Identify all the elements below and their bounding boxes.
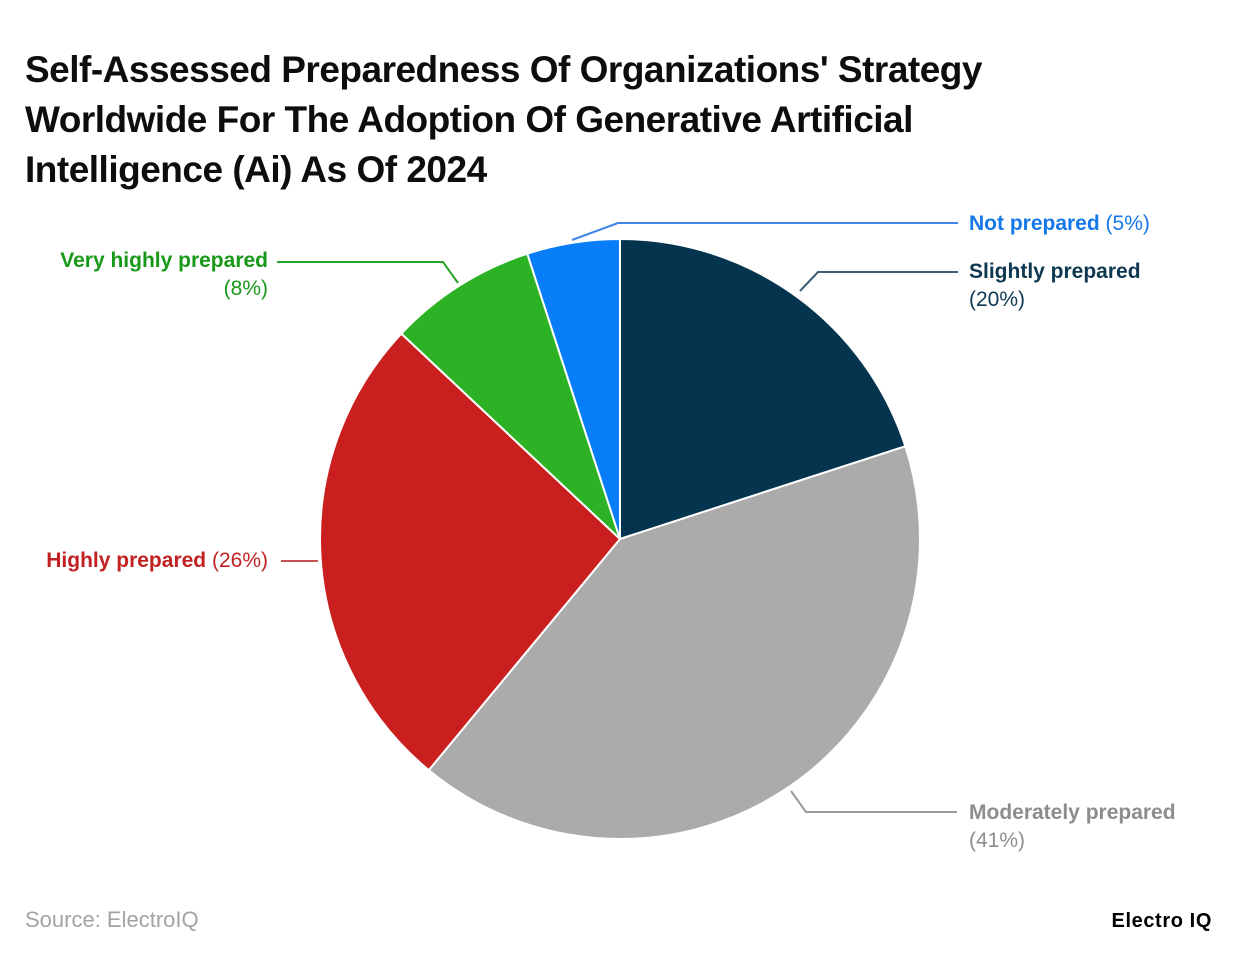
page-title: Self-Assessed Preparedness Of Organizati… [25,45,982,195]
leader-line-very-highly-prepared [277,261,459,284]
label-highly-prepared: Highly prepared (26%) [46,547,268,575]
pie-slices-group [319,238,921,840]
leader-line-not-prepared [571,222,958,241]
label-slightly-prepared: Slightly prepared (20%) [969,258,1141,314]
label-not-prepared-name: Not prepared [969,212,1100,235]
leader-line-slightly-prepared [799,271,958,292]
title-line-1: Self-Assessed Preparedness Of Organizati… [25,48,982,90]
leader-lines-group [277,222,958,813]
pie-slice-slightly-prepared [619,238,907,540]
label-slightly-prepared-pct: (20%) [969,288,1026,311]
label-moderately-prepared: Moderately prepared (41%) [969,799,1176,855]
label-highly-prepared-name: Highly prepared [46,549,207,572]
label-very-highly-prepared: Very highly prepared (8%) [60,247,268,303]
pie-slice-not-prepared [526,238,621,540]
leader-line-moderately-prepared [790,790,957,813]
pie-slice-highly-prepared [319,332,621,772]
label-slightly-prepared-name: Slightly prepared [969,260,1141,283]
pie-slice-very-highly-prepared [400,252,621,540]
label-very-highly-prepared-name: Very highly prepared [60,249,268,272]
brand-logo: Electro IQ [1111,910,1212,932]
label-moderately-prepared-name: Moderately prepared [969,801,1176,824]
pie-slice-moderately-prepared [427,445,921,840]
label-moderately-prepared-pct: (41%) [969,829,1026,852]
label-very-highly-prepared-pct: (8%) [223,277,268,300]
source-text: Source: ElectroIQ [25,907,199,932]
title-line-2: Worldwide For The Adoption Of Generative… [25,98,913,140]
label-highly-prepared-pct: (26%) [211,549,268,572]
label-not-prepared: Not prepared (5%) [969,210,1150,238]
title-line-3: Intelligence (Ai) As Of 2024 [25,148,487,190]
label-not-prepared-pct: (5%) [1105,212,1150,235]
